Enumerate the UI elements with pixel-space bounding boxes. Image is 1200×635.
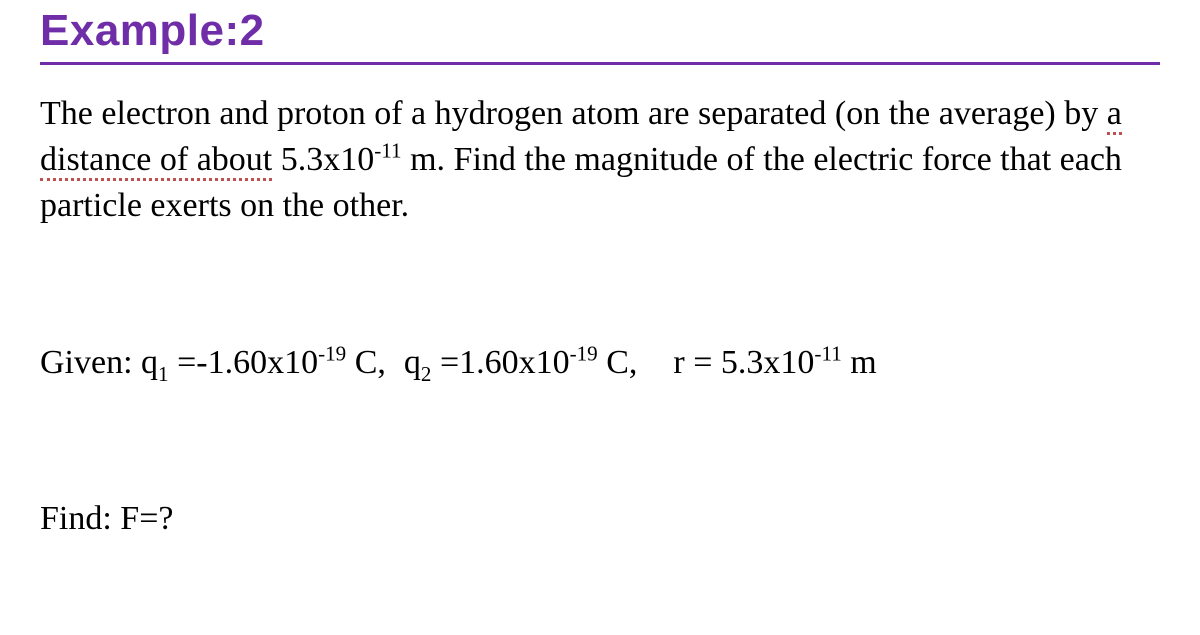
q1-unit: C, <box>346 344 386 381</box>
q2-sym: q <box>404 344 421 381</box>
q2-exp: -19 <box>570 341 598 365</box>
slide: Example:2 The electron and proton of a h… <box>0 0 1200 635</box>
r-label: r = 5.3x10 <box>673 344 814 381</box>
problem-mid1: 5.3x10 <box>272 141 374 178</box>
slide-title: Example:2 <box>40 0 1160 60</box>
q1-exp: -19 <box>318 341 346 365</box>
q1-sub: 1 <box>158 362 169 386</box>
slide-body: The electron and proton of a hydrogen at… <box>40 91 1160 542</box>
q2-eq: =1.60x10 <box>431 344 569 381</box>
q1-sym: q <box>141 344 158 381</box>
problem-exp1: -11 <box>374 139 401 163</box>
given-label: Given: <box>40 344 141 381</box>
find-line: Find: F=? <box>40 496 1160 542</box>
title-rule <box>40 62 1160 65</box>
problem-statement: The electron and proton of a hydrogen at… <box>40 91 1160 230</box>
r-exp: -11 <box>814 341 841 365</box>
q2-unit: C, <box>598 344 638 381</box>
problem-pre: The electron and proton of a hydrogen at… <box>40 95 1107 132</box>
given-line: Given: q1 =-1.60x10-19 C,q2 =1.60x10-19 … <box>40 340 1160 386</box>
q1-eq: =-1.60x10 <box>169 344 319 381</box>
r-unit: m <box>842 344 877 381</box>
q2-sub: 2 <box>421 362 432 386</box>
